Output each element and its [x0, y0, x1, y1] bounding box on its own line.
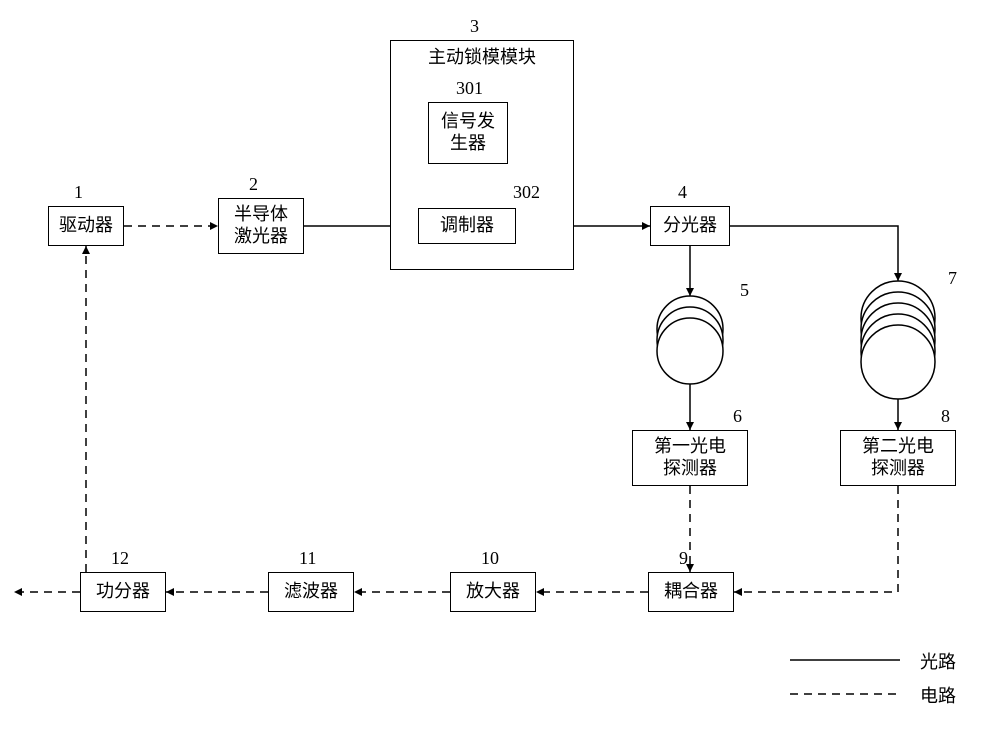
- num-7: 7: [948, 268, 957, 289]
- label-modulator: 调制器: [440, 215, 494, 237]
- block-power-divider: 功分器: [80, 572, 166, 612]
- label-pd2: 第二光电 探测器: [862, 436, 934, 479]
- label-pdiv: 功分器: [96, 581, 150, 603]
- label-laser: 半导体 激光器: [234, 204, 288, 247]
- legend-electrical-label: 电路: [920, 682, 956, 708]
- block-semiconductor-laser: 半导体 激光器: [218, 198, 304, 254]
- label-amp: 放大器: [466, 581, 520, 603]
- label-filter: 滤波器: [284, 581, 338, 603]
- num-2: 2: [249, 174, 258, 195]
- block-photodetector-2: 第二光电 探测器: [840, 430, 956, 486]
- num-8: 8: [941, 406, 950, 427]
- block-photodetector-1: 第一光电 探测器: [632, 430, 748, 486]
- num-3: 3: [470, 16, 479, 37]
- label-pd1: 第一光电 探测器: [654, 436, 726, 479]
- block-coupler: 耦合器: [648, 572, 734, 612]
- num-6: 6: [733, 406, 742, 427]
- num-12: 12: [111, 548, 129, 569]
- num-1: 1: [74, 182, 83, 203]
- label-sig-gen: 信号发 生器: [441, 111, 495, 154]
- num-302: 302: [513, 182, 540, 203]
- block-modulator: 调制器: [418, 208, 516, 244]
- block-driver: 驱动器: [48, 206, 124, 246]
- num-11: 11: [299, 548, 316, 569]
- label-coupler: 耦合器: [664, 581, 718, 603]
- num-10: 10: [481, 548, 499, 569]
- legend-optical-label: 光路: [920, 648, 956, 674]
- num-9: 9: [679, 548, 688, 569]
- block-filter: 滤波器: [268, 572, 354, 612]
- block-amplifier: 放大器: [450, 572, 536, 612]
- num-301: 301: [456, 78, 483, 99]
- label-driver: 驱动器: [59, 215, 113, 237]
- num-5: 5: [740, 280, 749, 301]
- module-title: 主动锁模模块: [391, 47, 573, 69]
- block-signal-generator: 信号发 生器: [428, 102, 508, 164]
- label-splitter: 分光器: [663, 215, 717, 237]
- num-4: 4: [678, 182, 687, 203]
- block-splitter: 分光器: [650, 206, 730, 246]
